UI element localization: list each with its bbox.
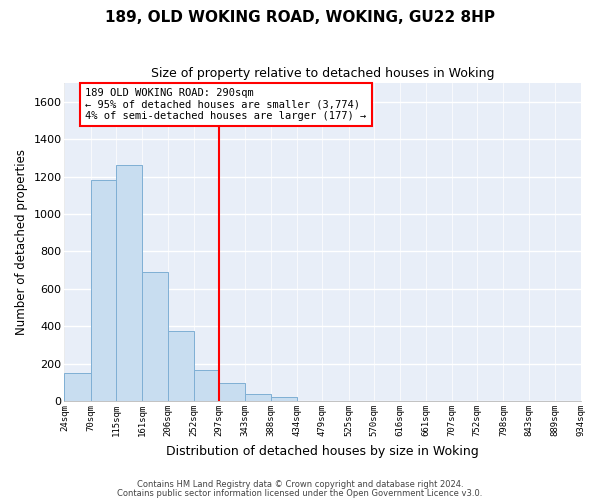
Y-axis label: Number of detached properties: Number of detached properties xyxy=(15,149,28,335)
Bar xyxy=(167,331,194,401)
Bar xyxy=(64,373,91,401)
Text: 189 OLD WOKING ROAD: 290sqm
← 95% of detached houses are smaller (3,774)
4% of s: 189 OLD WOKING ROAD: 290sqm ← 95% of det… xyxy=(85,88,367,121)
Bar xyxy=(91,180,116,401)
Bar xyxy=(116,166,142,401)
Text: Contains public sector information licensed under the Open Government Licence v3: Contains public sector information licen… xyxy=(118,488,482,498)
Text: Contains HM Land Registry data © Crown copyright and database right 2024.: Contains HM Land Registry data © Crown c… xyxy=(137,480,463,489)
Bar xyxy=(219,384,245,401)
Bar xyxy=(271,397,297,401)
Text: 189, OLD WOKING ROAD, WOKING, GU22 8HP: 189, OLD WOKING ROAD, WOKING, GU22 8HP xyxy=(105,10,495,25)
Bar xyxy=(245,394,271,401)
Bar xyxy=(142,272,167,401)
Bar xyxy=(194,370,219,401)
X-axis label: Distribution of detached houses by size in Woking: Distribution of detached houses by size … xyxy=(166,444,479,458)
Title: Size of property relative to detached houses in Woking: Size of property relative to detached ho… xyxy=(151,68,494,80)
